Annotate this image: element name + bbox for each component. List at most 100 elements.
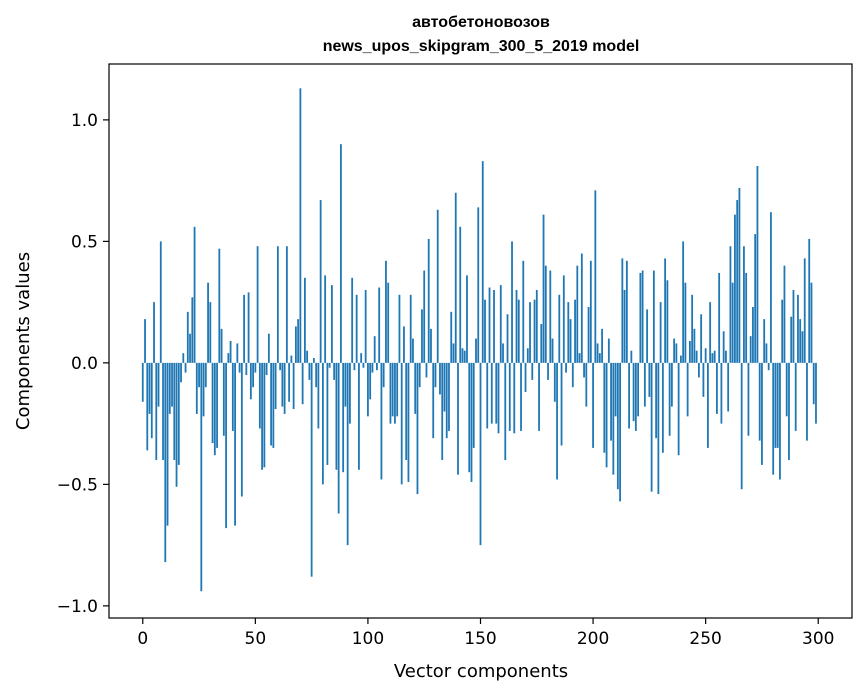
bar xyxy=(373,336,376,363)
bar xyxy=(450,311,453,363)
bar xyxy=(285,246,288,363)
bar xyxy=(504,362,507,461)
chart-subtitle: news_upos_skipgram_300_5_2019 model xyxy=(323,38,640,55)
x-tick-label: 50 xyxy=(245,629,267,649)
bar xyxy=(722,331,725,363)
bar xyxy=(547,362,549,380)
bar xyxy=(186,311,189,363)
bar xyxy=(317,362,320,429)
bar xyxy=(619,362,621,502)
bar xyxy=(355,294,358,363)
bar xyxy=(486,362,489,429)
bar xyxy=(400,362,403,485)
bar xyxy=(270,362,273,446)
bar xyxy=(303,277,306,363)
bar xyxy=(673,338,676,363)
bar xyxy=(430,328,432,363)
bar xyxy=(360,353,363,363)
bar xyxy=(776,362,779,448)
bar xyxy=(783,265,786,363)
bar xyxy=(520,362,522,431)
bar xyxy=(472,362,475,448)
bar xyxy=(153,302,155,363)
bar xyxy=(551,338,554,363)
bar xyxy=(686,362,689,417)
bar xyxy=(328,362,331,368)
bar xyxy=(319,200,322,363)
bar xyxy=(324,275,327,363)
bar xyxy=(141,362,144,402)
bar xyxy=(443,362,446,412)
bar xyxy=(310,362,313,577)
bar xyxy=(761,362,763,465)
bar xyxy=(335,362,338,470)
bar xyxy=(321,362,324,485)
bar xyxy=(691,294,694,363)
bar xyxy=(461,348,464,363)
bar xyxy=(623,289,626,363)
bar xyxy=(718,272,721,363)
bar xyxy=(794,362,797,431)
bar xyxy=(364,289,367,363)
bar xyxy=(738,187,741,363)
bar xyxy=(252,362,254,388)
bar xyxy=(454,192,457,363)
bar xyxy=(702,362,705,397)
bar xyxy=(427,238,430,363)
bar xyxy=(799,319,802,363)
bar xyxy=(736,200,739,363)
bar xyxy=(198,362,200,388)
bar xyxy=(468,362,471,473)
bar xyxy=(740,362,743,490)
bar xyxy=(405,362,408,461)
bar xyxy=(340,144,342,363)
bar xyxy=(517,299,520,363)
bar xyxy=(177,362,180,465)
bar xyxy=(457,362,459,475)
bar xyxy=(272,362,275,448)
bar xyxy=(243,294,245,363)
bar xyxy=(358,362,360,470)
bar xyxy=(283,362,286,414)
bar xyxy=(569,319,572,363)
bar xyxy=(781,299,784,363)
bar xyxy=(565,362,567,373)
bar xyxy=(616,362,619,490)
bar xyxy=(785,362,788,417)
bar xyxy=(562,275,565,363)
bar xyxy=(254,362,257,373)
bar xyxy=(218,248,221,363)
bar xyxy=(612,362,615,475)
bar xyxy=(164,362,167,563)
bar xyxy=(416,362,419,495)
bar xyxy=(756,166,759,363)
bar xyxy=(389,362,392,424)
bar xyxy=(628,362,630,429)
bar xyxy=(463,350,466,363)
bar xyxy=(292,362,295,410)
x-tick-label: 150 xyxy=(464,629,496,649)
bar xyxy=(677,362,680,456)
bar xyxy=(493,289,495,363)
bar xyxy=(312,358,315,363)
bar xyxy=(598,353,601,363)
bar xyxy=(245,362,248,376)
bar xyxy=(655,362,658,439)
bar xyxy=(695,350,698,363)
bar xyxy=(236,343,239,363)
bar xyxy=(362,362,365,368)
bar xyxy=(466,275,468,363)
bar xyxy=(459,226,462,363)
bar xyxy=(409,294,412,363)
bar xyxy=(157,362,160,407)
x-axis-label: Vector components xyxy=(394,661,568,682)
bar xyxy=(675,343,678,363)
bar xyxy=(556,362,558,480)
bar xyxy=(222,362,225,436)
bar xyxy=(788,362,790,461)
bar xyxy=(731,282,734,363)
bar xyxy=(200,362,203,592)
bar xyxy=(499,285,502,363)
bar xyxy=(544,265,547,363)
